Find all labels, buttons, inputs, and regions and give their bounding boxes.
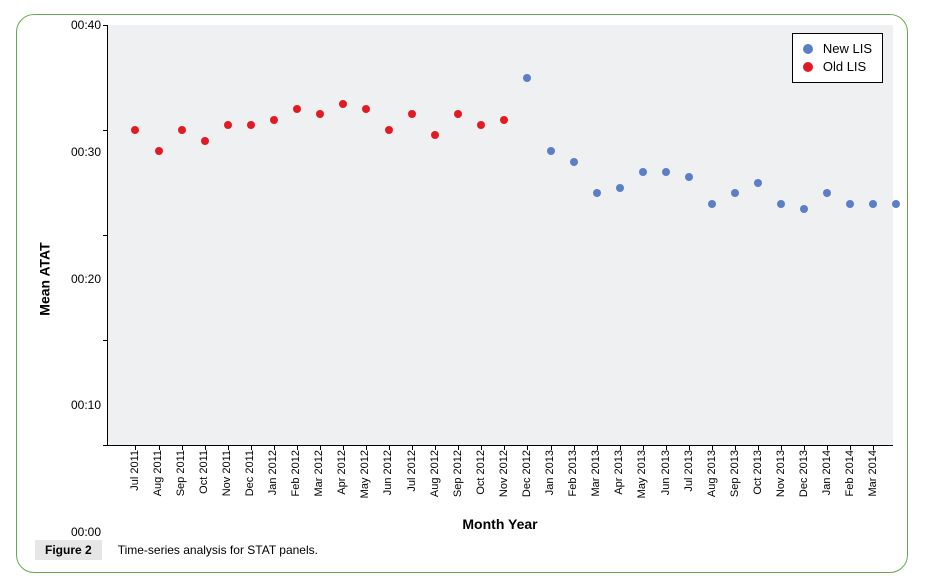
data-point — [316, 110, 324, 118]
plot-column: New LISOld LIS Jul 2011 Aug 2011 Sep 2011 O… — [107, 25, 893, 532]
data-point — [454, 110, 462, 118]
data-point — [523, 74, 531, 82]
x-axis-label: Month Year — [107, 516, 893, 532]
x-tick-label: Aug 2011 — [152, 450, 164, 496]
x-tick-label: Nov 2011 — [221, 450, 233, 496]
x-tick-label: Jul 2011 — [129, 450, 141, 491]
x-tick-label: Aug 2012 — [429, 450, 441, 497]
data-point — [477, 121, 485, 129]
x-tick-label: Jul 2012 — [406, 450, 418, 492]
legend-item: Old LIS — [803, 58, 872, 76]
x-tick-label: Sep 2012 — [452, 450, 464, 497]
plot-area: New LISOld LIS — [107, 25, 893, 446]
data-point — [800, 205, 808, 213]
data-point — [270, 116, 278, 124]
data-point — [131, 126, 139, 134]
x-tick-label: Jun 2013 — [660, 450, 672, 495]
y-axis-label-col: Mean ATAT — [31, 25, 59, 532]
data-point — [431, 131, 439, 139]
data-point — [385, 126, 393, 134]
legend-label: New LIS — [823, 40, 872, 58]
y-tick-label: 00:00 — [71, 525, 101, 539]
y-tick-label: 00:30 — [71, 145, 101, 159]
x-tick-label: Aug 2013 — [706, 450, 718, 497]
legend-item: New LIS — [803, 40, 872, 58]
data-point — [408, 110, 416, 118]
x-tick-label: May 2013 — [636, 450, 648, 498]
figure-panel: Mean ATAT 00:00 00:10 00:20 00:30 00:40 New … — [16, 14, 908, 573]
data-point — [570, 158, 578, 166]
x-tick-label: Feb 2013 — [567, 450, 579, 496]
x-tick-label: Oct 2011 — [198, 450, 210, 494]
x-tick-label: Oct 2012 — [475, 450, 487, 495]
y-tick-mark — [103, 130, 108, 131]
data-point — [339, 100, 347, 108]
data-point — [869, 200, 877, 208]
x-tick-label: Feb 2014 — [844, 450, 856, 496]
x-tick-label: Jan 2014 — [821, 450, 833, 495]
data-point — [155, 147, 163, 155]
data-point — [293, 105, 301, 113]
data-point — [547, 147, 555, 155]
caption-text: Time-series analysis for STAT panels. — [118, 543, 318, 557]
x-tick-label: Dec 2013 — [798, 450, 810, 497]
x-tick-label: Oct 2013 — [752, 450, 764, 495]
data-point — [201, 137, 209, 145]
x-tick-label: Jun 2012 — [382, 450, 394, 495]
data-point — [224, 121, 232, 129]
figure-frame: Mean ATAT 00:00 00:10 00:20 00:30 00:40 New … — [0, 0, 948, 587]
data-point — [685, 173, 693, 181]
y-tick-mark — [103, 235, 108, 236]
data-point — [662, 168, 670, 176]
data-point — [754, 179, 762, 187]
legend-swatch — [803, 44, 813, 54]
x-tick-label: Sep 2013 — [729, 450, 741, 497]
data-point — [500, 116, 508, 124]
data-point — [362, 105, 370, 113]
x-tick-label: Apr 2012 — [336, 450, 348, 495]
y-tick-label: 00:10 — [71, 398, 101, 412]
y-axis-ticks: 00:0000:1000:2000:3000:40 — [59, 25, 107, 532]
y-tick-label: 00:40 — [71, 18, 101, 32]
data-point — [777, 200, 785, 208]
data-point — [823, 189, 831, 197]
data-point — [247, 121, 255, 129]
x-tick-label: May 2012 — [359, 450, 371, 498]
caption-tag: Figure 2 — [35, 540, 102, 560]
x-tick-label: Mar 2014 — [867, 450, 879, 496]
y-tick-mark — [103, 25, 108, 26]
data-point — [593, 189, 601, 197]
data-point — [616, 184, 624, 192]
x-tick-label: Feb 2012 — [290, 450, 302, 496]
x-tick-label: Apr 2013 — [613, 450, 625, 495]
data-point — [178, 126, 186, 134]
x-tick-label: Mar 2013 — [590, 450, 602, 496]
y-tick-mark — [103, 340, 108, 341]
x-tick-label: Jul 2013 — [683, 450, 695, 492]
y-axis-label: Mean ATAT — [37, 242, 53, 315]
x-axis-ticks: Jul 2011 Aug 2011 Sep 2011 Oct 2011 Nov 2011… — [107, 446, 893, 516]
legend: New LISOld LIS — [792, 33, 883, 83]
x-tick-label: Dec 2012 — [521, 450, 533, 497]
legend-swatch — [803, 62, 813, 72]
y-tick-label: 00:20 — [71, 272, 101, 286]
data-point — [731, 189, 739, 197]
chart: Mean ATAT 00:0000:1000:2000:3000:40 New … — [31, 25, 893, 532]
x-tick-label: Mar 2012 — [313, 450, 325, 496]
data-point — [846, 200, 854, 208]
x-tick-label: Jan 2013 — [544, 450, 556, 495]
x-tick-label: Nov 2012 — [498, 450, 510, 497]
x-tick-label: Nov 2013 — [775, 450, 787, 497]
data-point — [892, 200, 900, 208]
x-tick-label: Sep 2011 — [175, 450, 187, 496]
caption: Figure 2 Time-series analysis for STAT p… — [31, 532, 893, 562]
data-point — [639, 168, 647, 176]
legend-label: Old LIS — [823, 58, 866, 76]
x-tick-label: Dec 2011 — [244, 450, 256, 496]
x-tick-label: Jan 2012 — [267, 450, 279, 495]
data-point — [708, 200, 716, 208]
